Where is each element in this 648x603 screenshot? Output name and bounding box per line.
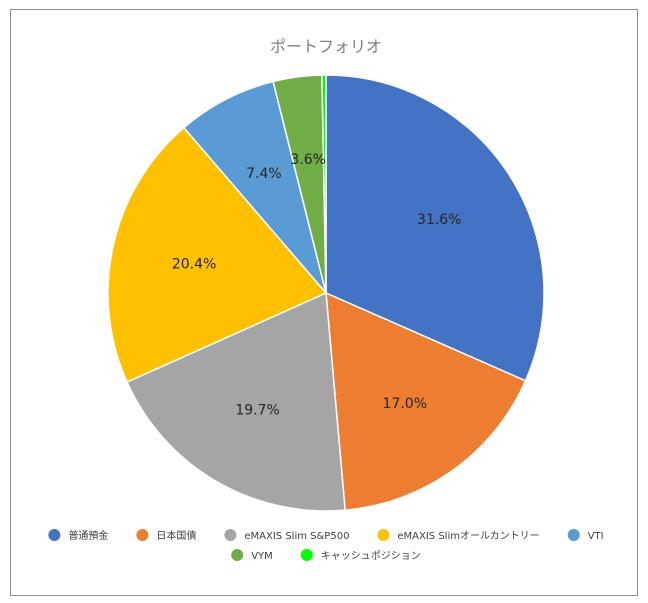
legend-item: VYM [231,549,273,562]
data-label: 19.7% [235,403,279,419]
legend-label: eMAXIS Slim S&P500 [244,531,349,542]
legend-marker [224,529,237,541]
pie-slice [325,74,545,382]
legend-item: eMAXIS Slim S&P500 [224,529,349,542]
data-label: 7.4% [246,166,282,182]
legend-label: VTI [588,531,604,542]
data-label: 3.6% [290,152,326,168]
legend-label: 普通預金 [68,529,108,542]
data-label: 31.6% [417,212,461,228]
legend-label: VYM [251,551,273,562]
legend-marker [231,549,244,561]
legend: 普通預金 日本国債 eMAXIS Slim S&P500 eMAXIS Slimオール… [48,529,604,562]
legend-marker [136,529,149,541]
legend-marker [377,529,390,541]
legend-marker [48,529,61,541]
legend-item: キャッシュポジション [300,549,421,562]
legend-item: 普通預金 [48,529,108,542]
pie-slice [182,80,327,294]
pie-slices [107,74,545,512]
legend-label: キャッシュポジション [321,550,421,562]
legend-marker [300,549,313,561]
legend-item: eMAXIS Slimオールカントリー [377,529,540,542]
legend-item: VTI [567,529,604,542]
legend-label: eMAXIS Slimオールカントリー [397,530,539,542]
pie-slice [325,291,527,511]
pie-slice [107,126,328,384]
legend-label: 日本国債 [156,529,196,542]
data-label: 17.0% [383,396,427,412]
pie-slice [126,291,346,512]
legend-marker [567,529,580,541]
legend-item: 日本国債 [136,529,196,542]
data-label: 20.4% [172,257,216,273]
data-labels: 31.6% 17.0% 19.7% 20.4% 7.4% 3.6% [172,152,462,419]
pie-slice [321,74,327,294]
chart-title: ポートフォリオ [270,37,382,56]
